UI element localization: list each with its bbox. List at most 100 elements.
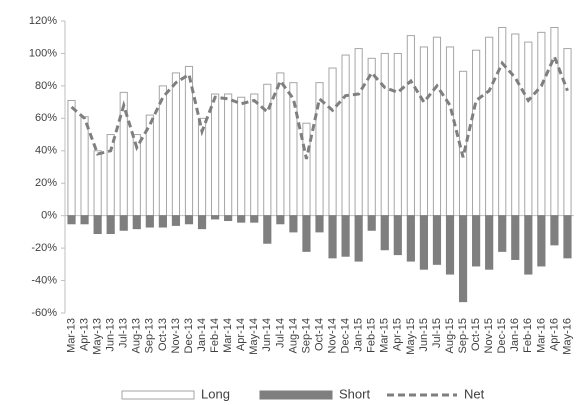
x-tick-label: Feb-16 — [522, 318, 534, 353]
x-tick-label: May-13 — [92, 318, 104, 355]
bar — [315, 215, 324, 233]
bar — [289, 215, 298, 233]
bar — [67, 99, 76, 217]
bar — [171, 72, 181, 217]
x-tick-label: Jul-15 — [431, 318, 443, 348]
x-tick-label: Nov-13 — [170, 318, 182, 353]
x-tick-label: May-16 — [561, 318, 573, 355]
x-tick-label: Mar-16 — [535, 318, 547, 353]
bar — [80, 215, 89, 225]
bar — [354, 215, 363, 262]
bar — [328, 67, 337, 217]
bar — [276, 215, 285, 225]
y-tick-label: 20% — [35, 177, 57, 189]
bar — [432, 36, 442, 217]
bar — [511, 33, 520, 217]
bar — [184, 215, 194, 225]
bar — [537, 31, 546, 217]
x-tick-label: Oct-13 — [157, 318, 169, 351]
x-tick-label: Apr-13 — [78, 318, 90, 351]
x-tick-label: Sep-14 — [300, 318, 312, 353]
bar — [472, 49, 481, 217]
bar — [472, 215, 481, 267]
bar — [67, 215, 76, 225]
bar — [563, 215, 572, 259]
bar — [498, 215, 507, 252]
bar — [145, 215, 154, 228]
legend-swatch — [259, 390, 333, 400]
bar — [158, 85, 167, 217]
y-tick-label: -40% — [31, 274, 57, 286]
bar — [224, 215, 233, 222]
bar — [106, 215, 115, 235]
bar — [511, 215, 520, 260]
bar — [406, 35, 415, 217]
y-tick-label: 40% — [35, 145, 57, 157]
legend-label: Long — [201, 386, 230, 401]
bar — [263, 215, 272, 244]
bar — [380, 52, 389, 217]
x-tick-label: Apr-16 — [548, 318, 560, 351]
x-tick-label: Oct-15 — [470, 318, 482, 351]
x-tick-label: Sep-13 — [144, 318, 156, 353]
legend-label: Short — [339, 386, 370, 401]
bar — [211, 93, 220, 217]
x-tick-label: Sep-15 — [457, 318, 469, 353]
y-tick-label: -20% — [31, 242, 57, 254]
x-tick-label: Dec-15 — [496, 318, 508, 353]
x-tick-label: Jun-14 — [261, 318, 273, 352]
bar — [445, 215, 455, 275]
bar — [276, 72, 285, 217]
bar — [250, 93, 259, 217]
x-tick-label: Aug-15 — [444, 318, 456, 353]
bar — [171, 215, 181, 226]
bar — [341, 215, 350, 257]
bar — [393, 215, 402, 256]
x-tick-label: Nov-14 — [326, 318, 338, 353]
x-tick-label: Feb-14 — [209, 318, 221, 353]
x-tick-label: Jan-16 — [509, 318, 521, 352]
bar — [132, 215, 141, 230]
bar — [211, 215, 220, 220]
y-tick-label: 120% — [29, 15, 57, 27]
bar — [380, 215, 389, 251]
bar — [237, 215, 246, 223]
x-tick-label: May-15 — [405, 318, 417, 355]
bar — [550, 215, 559, 246]
bar — [550, 26, 559, 217]
bar — [224, 93, 233, 217]
bar — [250, 215, 259, 223]
x-tick-label: Dec-13 — [183, 318, 195, 353]
bar — [393, 52, 402, 217]
y-tick-label: 100% — [29, 47, 57, 59]
x-tick-label: Jun-13 — [105, 318, 117, 352]
legend-label: Net — [464, 386, 485, 401]
x-tick-label: Dec-14 — [340, 318, 352, 353]
bar — [419, 215, 428, 270]
bar — [563, 48, 572, 217]
y-tick-label: 60% — [35, 112, 57, 124]
bar — [302, 215, 311, 252]
x-tick-label: Jun-15 — [418, 318, 430, 352]
bar — [445, 46, 455, 217]
x-tick-label: Apr-14 — [235, 318, 247, 351]
bar — [367, 215, 376, 231]
x-tick-label: Feb-15 — [366, 318, 378, 353]
x-tick-label: Nov-15 — [483, 318, 495, 353]
bar — [80, 116, 89, 217]
bar — [458, 215, 468, 303]
x-tick-label: Jan-14 — [196, 318, 208, 352]
x-tick-label: Mar-14 — [222, 318, 234, 353]
bar — [498, 26, 507, 217]
bar — [485, 36, 494, 217]
bar — [406, 215, 415, 262]
y-tick-label: 80% — [35, 80, 57, 92]
x-tick-label: Jul-14 — [274, 318, 286, 348]
x-tick-label: Aug-13 — [131, 318, 143, 353]
bar — [432, 215, 442, 265]
bar — [537, 215, 546, 267]
x-tick-label: Jan-15 — [353, 318, 365, 352]
bar — [158, 215, 167, 228]
bar — [119, 215, 128, 231]
